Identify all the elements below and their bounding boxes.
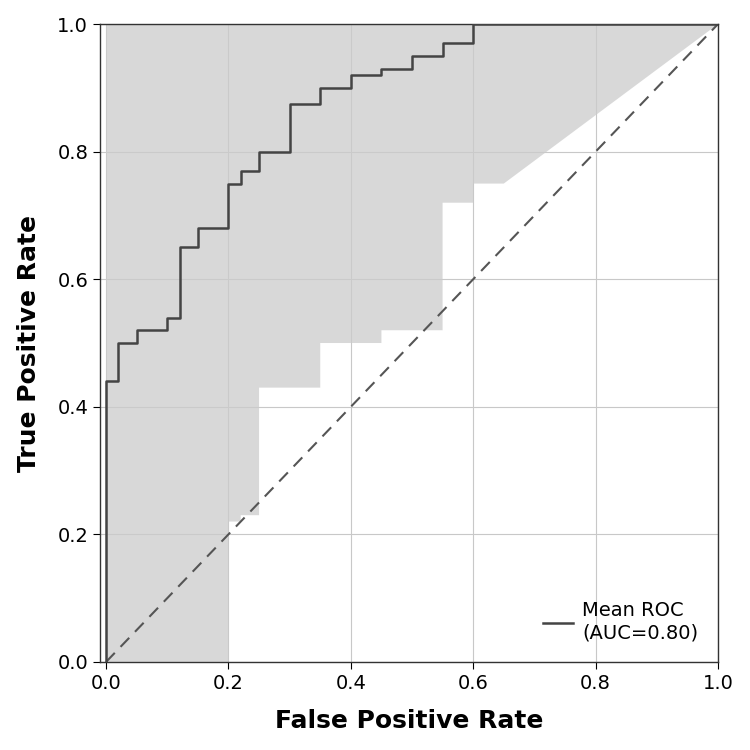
X-axis label: False Positive Rate: False Positive Rate bbox=[274, 710, 543, 734]
Y-axis label: True Positive Rate: True Positive Rate bbox=[16, 214, 40, 472]
Legend: Mean ROC
(AUC=0.80): Mean ROC (AUC=0.80) bbox=[534, 592, 708, 652]
Polygon shape bbox=[106, 24, 718, 662]
